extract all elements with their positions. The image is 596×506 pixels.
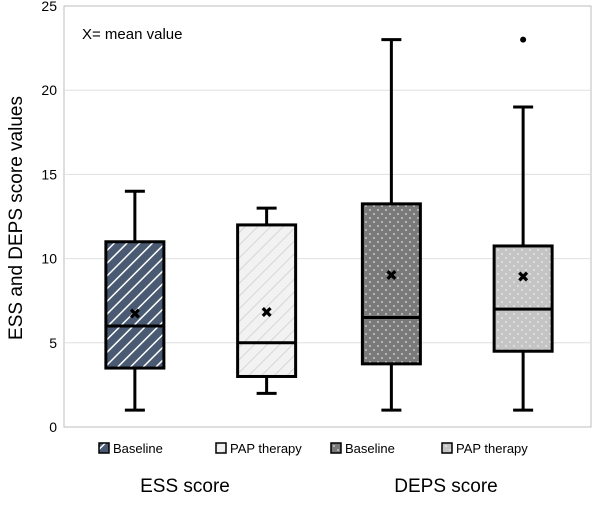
legend-swatch [330,442,342,454]
legend-swatch [98,442,110,454]
legend-label: PAP therapy [456,441,528,456]
boxes-layer: ✖ ✖ ✖ ✖ [104,36,554,412]
box-iqr [104,240,166,370]
y-tick-label: 0 [49,419,57,435]
y-tick-label: 20 [41,82,57,98]
box-3: ✖ [360,38,422,412]
box-iqr [236,223,298,378]
group-label: ESS score [140,476,230,497]
legend-swatch [215,442,227,454]
mean-marker: ✖ [129,306,142,323]
y-tick-labels: 0 5 10 15 20 25 [41,0,57,435]
plot-frame [63,5,592,428]
y-tick-label: 25 [41,0,57,14]
legend: Baseline PAP therapy Baseline PAP therapy [98,441,528,456]
box-2: ✖ [236,206,298,395]
box-iqr [360,202,422,366]
legend-swatch [441,442,453,454]
y-tick-label: 10 [41,251,57,267]
outlier-point [520,36,527,43]
y-tick-label: 5 [49,335,57,351]
box-1: ✖ [104,189,166,412]
legend-label: PAP therapy [230,441,302,456]
box-4: ✖ [492,36,554,412]
box-iqr [492,244,554,353]
group-label: DEPS score [394,476,497,497]
y-tick-label: 15 [41,166,57,182]
mean-marker: ✖ [517,269,530,286]
legend-label: Baseline [345,441,395,456]
mean-marker: ✖ [385,267,398,284]
y-axis-label: ESS and DEPS score values [6,96,27,340]
mean-marker: ✖ [260,304,273,321]
group-labels: ESS score DEPS score [140,476,498,497]
mean-annotation: X= mean value [82,26,182,43]
legend-label: Baseline [113,441,163,456]
